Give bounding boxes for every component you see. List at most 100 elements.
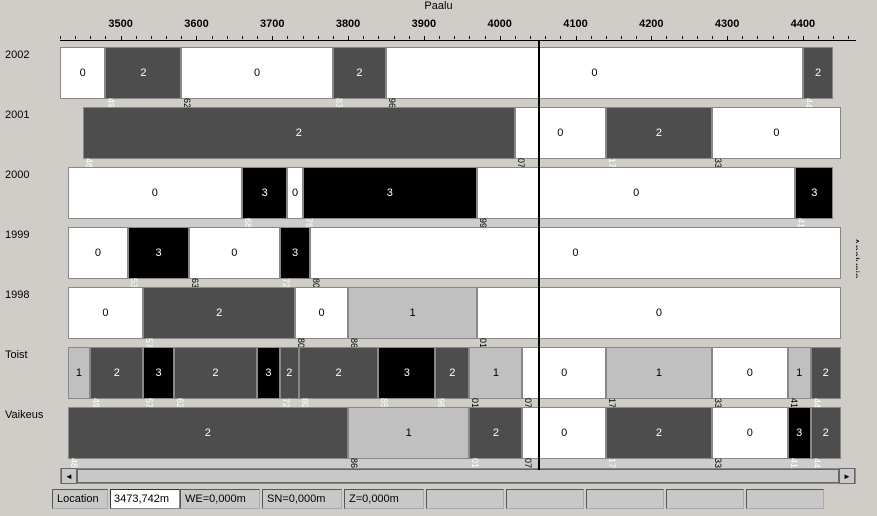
cursor-line[interactable]	[538, 40, 540, 470]
axis-title-top: Paalu	[0, 0, 877, 12]
cell-value: 2	[823, 367, 829, 379]
cell-value: 2	[449, 367, 455, 379]
cell[interactable]: 2440	[811, 347, 841, 399]
cell[interactable]: 0800	[295, 287, 348, 339]
cell-value: 2	[212, 367, 218, 379]
cell[interactable]: 3412	[788, 407, 811, 459]
row: 199802575080018690010	[60, 287, 856, 339]
cell-value: 2	[815, 67, 821, 79]
xlabel: 4200	[639, 18, 663, 30]
status-sn: SN=0,000m	[262, 489, 342, 509]
cell[interactable]: 0010	[477, 287, 841, 339]
cell-value: 1	[656, 367, 662, 379]
cell-value: 2	[296, 127, 302, 139]
cell[interactable]: 0330	[712, 407, 788, 459]
cell[interactable]: 2497	[105, 47, 181, 99]
cell[interactable]: 0330	[712, 347, 788, 399]
cell[interactable]: 3729	[280, 227, 310, 279]
cell[interactable]: 1178	[606, 347, 712, 399]
cell[interactable]: 2440	[811, 407, 841, 459]
cell[interactable]: 1869	[348, 407, 469, 459]
cell[interactable]: 3858	[378, 347, 435, 399]
cell[interactable]: 2800	[299, 347, 379, 399]
cell[interactable]: 0078	[515, 107, 606, 159]
cell[interactable]: 1869	[348, 287, 477, 339]
cell[interactable]: 3	[257, 347, 280, 399]
cell-value: 2	[823, 427, 829, 439]
cell[interactable]: 3538	[128, 227, 189, 279]
row: 2000036820378409963412	[60, 167, 856, 219]
cell[interactable]: 0078	[522, 347, 605, 399]
cell[interactable]: 3784	[303, 167, 477, 219]
cell[interactable]: 0330	[712, 107, 841, 159]
row-label: 1998	[5, 289, 55, 301]
xtick	[196, 36, 197, 40]
h-scrollbar[interactable]: ◄ ►	[60, 468, 856, 484]
cell[interactable]: 1010	[469, 347, 522, 399]
cell[interactable]: 2833	[333, 47, 386, 99]
xtick	[803, 36, 804, 40]
row: Vaikeus24821869201000782178033034122440	[60, 407, 856, 459]
cell-value: 2	[216, 307, 222, 319]
cell[interactable]: 2482	[68, 407, 348, 459]
cell[interactable]: 2575	[143, 287, 295, 339]
scroll-left-button[interactable]: ◄	[61, 468, 77, 484]
cell[interactable]: 2963	[435, 347, 469, 399]
xtick	[651, 36, 652, 40]
scroll-track[interactable]	[77, 469, 839, 483]
cell[interactable]: 0078	[522, 407, 605, 459]
cell-value: 0	[292, 187, 298, 199]
xlabel: 4300	[715, 18, 739, 30]
cell[interactable]: 0	[60, 47, 105, 99]
cell-value: 0	[561, 427, 567, 439]
cell-value: 2	[493, 427, 499, 439]
cell-value: 1	[796, 367, 802, 379]
cell-value: 0	[318, 307, 324, 319]
cell[interactable]: 2010	[469, 407, 522, 459]
cell-value: 2	[205, 427, 211, 439]
cell[interactable]: 3579	[143, 347, 173, 399]
cell[interactable]: 1412	[788, 347, 811, 399]
scroll-right-button[interactable]: ►	[839, 468, 855, 484]
cell[interactable]: 2178	[606, 107, 712, 159]
cell[interactable]: 0996	[477, 167, 795, 219]
xlabel: 3500	[108, 18, 132, 30]
cell-value: 0	[557, 127, 563, 139]
cell-value: 0	[152, 187, 158, 199]
cell[interactable]: 0635	[189, 227, 280, 279]
cell[interactable]: 2729	[280, 347, 299, 399]
cell-value: 3	[155, 367, 161, 379]
status-empty-1	[426, 489, 504, 509]
cell-value: 3	[292, 247, 298, 259]
xlabel: 4100	[563, 18, 587, 30]
cell-value: 0	[254, 67, 260, 79]
cell[interactable]: 1	[68, 347, 91, 399]
cell[interactable]: 0	[68, 167, 242, 219]
cell[interactable]: 2178	[606, 407, 712, 459]
status-we: WE=0,000m	[180, 489, 260, 509]
status-location-label: Location	[52, 489, 108, 509]
scroll-thumb[interactable]	[77, 469, 839, 483]
status-location-input[interactable]	[110, 489, 180, 509]
cell-value: 0	[80, 67, 86, 79]
cell[interactable]: 0	[68, 287, 144, 339]
cell[interactable]: 0963	[386, 47, 803, 99]
cell-value: 0	[572, 247, 578, 259]
xlabel: 4400	[791, 18, 815, 30]
row: 199903538063537290800	[60, 227, 856, 279]
xtick	[348, 36, 349, 40]
cell[interactable]: 3682	[242, 167, 287, 219]
cell[interactable]: 2440	[803, 47, 833, 99]
cell[interactable]: 2497	[90, 347, 143, 399]
cell[interactable]: 0	[287, 167, 302, 219]
row-label: 2001	[5, 109, 55, 121]
cell[interactable]: 3412	[795, 167, 833, 219]
cell[interactable]: 2628	[174, 347, 257, 399]
cell[interactable]: 0	[68, 227, 129, 279]
cell[interactable]: 2482	[83, 107, 515, 159]
cell-value: 1	[76, 367, 82, 379]
status-empty-2	[506, 489, 584, 509]
cell[interactable]: 0800	[310, 227, 841, 279]
rows: 2002024970626283309632440200124820078217…	[60, 44, 856, 464]
cell[interactable]: 0626	[181, 47, 333, 99]
